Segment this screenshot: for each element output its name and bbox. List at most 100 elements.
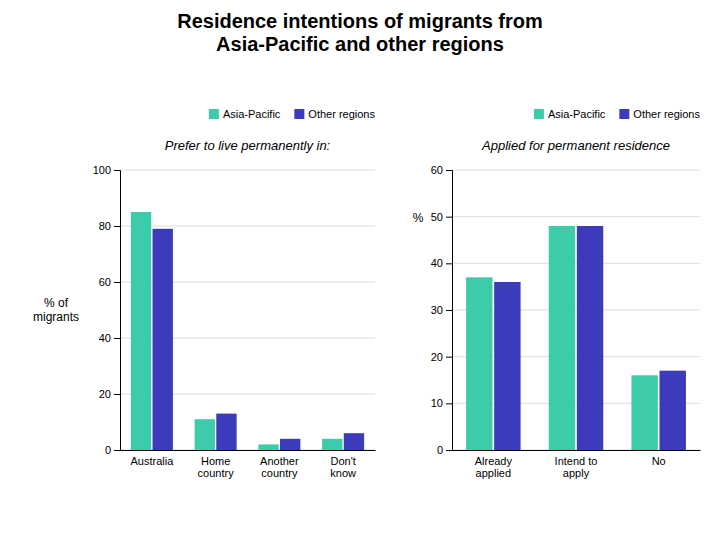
x-tick-label: Anothercountry: [260, 455, 299, 480]
text-line: Already: [475, 455, 513, 467]
y-tick: 60: [99, 276, 120, 288]
bar-series: [466, 226, 658, 450]
y-tick: 100: [93, 164, 120, 176]
x-tick: Australia: [130, 450, 174, 467]
legend-label: Other regions: [308, 108, 375, 120]
y-tick: 40: [431, 257, 452, 269]
y-tick-label: 20: [99, 388, 111, 400]
text-line: Intend to: [555, 455, 598, 467]
legend-swatch: [534, 109, 544, 119]
grid-line: [452, 170, 700, 171]
x-tick: Homecountry: [198, 450, 235, 479]
bars: [131, 212, 364, 450]
text-line: country: [198, 467, 235, 479]
grid: [452, 170, 700, 450]
text-line: applied: [476, 467, 511, 479]
x-tick: Intend toapply: [555, 450, 598, 479]
chart-title: Applied for permanent residence: [481, 138, 670, 153]
y-tick: 60: [431, 164, 452, 176]
grid-line: [120, 226, 375, 227]
bar: [549, 226, 575, 450]
legend-item: Other regions: [294, 108, 375, 120]
x-tick-label: Alreadyapplied: [475, 455, 513, 480]
x-axis: Alreadyapplied Intend toapply No: [453, 450, 701, 479]
y-tick-mark: [446, 217, 452, 218]
chart-container: Residence intentions of migrants fromAsi…: [0, 0, 720, 540]
text-line: Asia-Pacific and other regions: [216, 33, 504, 55]
y-tick: 30: [431, 304, 452, 316]
x-tick-label: Homecountry: [198, 455, 235, 480]
bar: [344, 433, 364, 450]
y-tick: 10: [431, 397, 452, 409]
y-tick-label: 30: [431, 304, 443, 316]
bar: [466, 277, 492, 450]
text-line: know: [330, 467, 356, 479]
y-tick-mark: [446, 170, 452, 171]
y-tick-label: 60: [431, 164, 443, 176]
bar: [195, 419, 215, 450]
grid: [120, 170, 375, 450]
text-line: Australia: [130, 455, 174, 467]
grid-line: [452, 216, 700, 217]
bar: [322, 439, 342, 450]
legend-label: Asia-Pacific: [548, 108, 606, 120]
y-tick-label: 20: [431, 351, 443, 363]
legend-swatch: [294, 109, 304, 119]
y-tick-mark: [114, 170, 120, 171]
text-line: No: [652, 455, 666, 467]
y-tick: 20: [99, 388, 120, 400]
y-tick-mark: [446, 310, 452, 311]
grid-line: [452, 263, 700, 264]
legend-swatch: [209, 109, 219, 119]
y-tick-label: 100: [93, 164, 111, 176]
grid-line: [120, 170, 375, 171]
y-tick-label: 0: [437, 444, 443, 456]
x-tick: Alreadyapplied: [475, 450, 513, 479]
y-tick: 20: [431, 351, 452, 363]
y-tick: 0: [105, 444, 120, 456]
bars: [466, 226, 686, 450]
bar: [216, 414, 236, 450]
y-tick-mark: [114, 450, 120, 451]
x-tick-label: Australia: [130, 455, 174, 467]
text-line: Residence intentions of migrants from: [177, 10, 543, 32]
figure-title: Residence intentions of migrants fromAsi…: [177, 10, 543, 55]
x-tick: No: [652, 450, 666, 467]
y-tick: 0: [437, 444, 452, 456]
bar: [131, 212, 151, 450]
y-axis-title: % ofmigrants: [33, 296, 79, 324]
y-tick-mark: [446, 357, 452, 358]
y-tick-label: 80: [99, 220, 111, 232]
text-line: Home: [201, 455, 230, 467]
y-tick-mark: [114, 338, 120, 339]
y-tick-label: 10: [431, 397, 443, 409]
legend-label: Asia-Pacific: [223, 108, 281, 120]
legend-item: Asia-Pacific: [534, 108, 606, 120]
y-axis: 020406080100: [93, 164, 121, 456]
y-tick-mark: [114, 226, 120, 227]
y-tick-label: 40: [431, 257, 443, 269]
chart-title: Prefer to live permanently in:: [165, 138, 331, 153]
text-line: migrants: [33, 310, 79, 324]
bar-series: [131, 212, 343, 450]
y-tick-mark: [114, 282, 120, 283]
x-tick-label: Don'tknow: [330, 455, 356, 480]
text-line: country: [261, 467, 298, 479]
legend: Asia-Pacific Other regions: [209, 108, 376, 120]
y-tick-mark: [446, 450, 452, 451]
y-axis-line: [446, 171, 453, 451]
bar: [631, 375, 657, 450]
x-tick: Don'tknow: [330, 450, 356, 479]
text-line: Another: [260, 455, 299, 467]
text-line: % of: [44, 296, 69, 310]
chart-panel: 0102030405060AlreadyappliedIntend toappl…: [413, 108, 701, 479]
chart-panel: 020406080100AustraliaHomecountryAnotherc…: [33, 108, 376, 479]
legend: Asia-PacificOther regions: [534, 108, 701, 120]
text-line: Don't: [330, 455, 355, 467]
y-axis-line: [114, 171, 121, 451]
bar-series: [153, 229, 365, 450]
bar: [660, 371, 686, 450]
y-tick-label: 60: [99, 276, 111, 288]
x-tick: Anothercountry: [260, 450, 299, 479]
x-tick-label: Intend toapply: [555, 455, 598, 480]
